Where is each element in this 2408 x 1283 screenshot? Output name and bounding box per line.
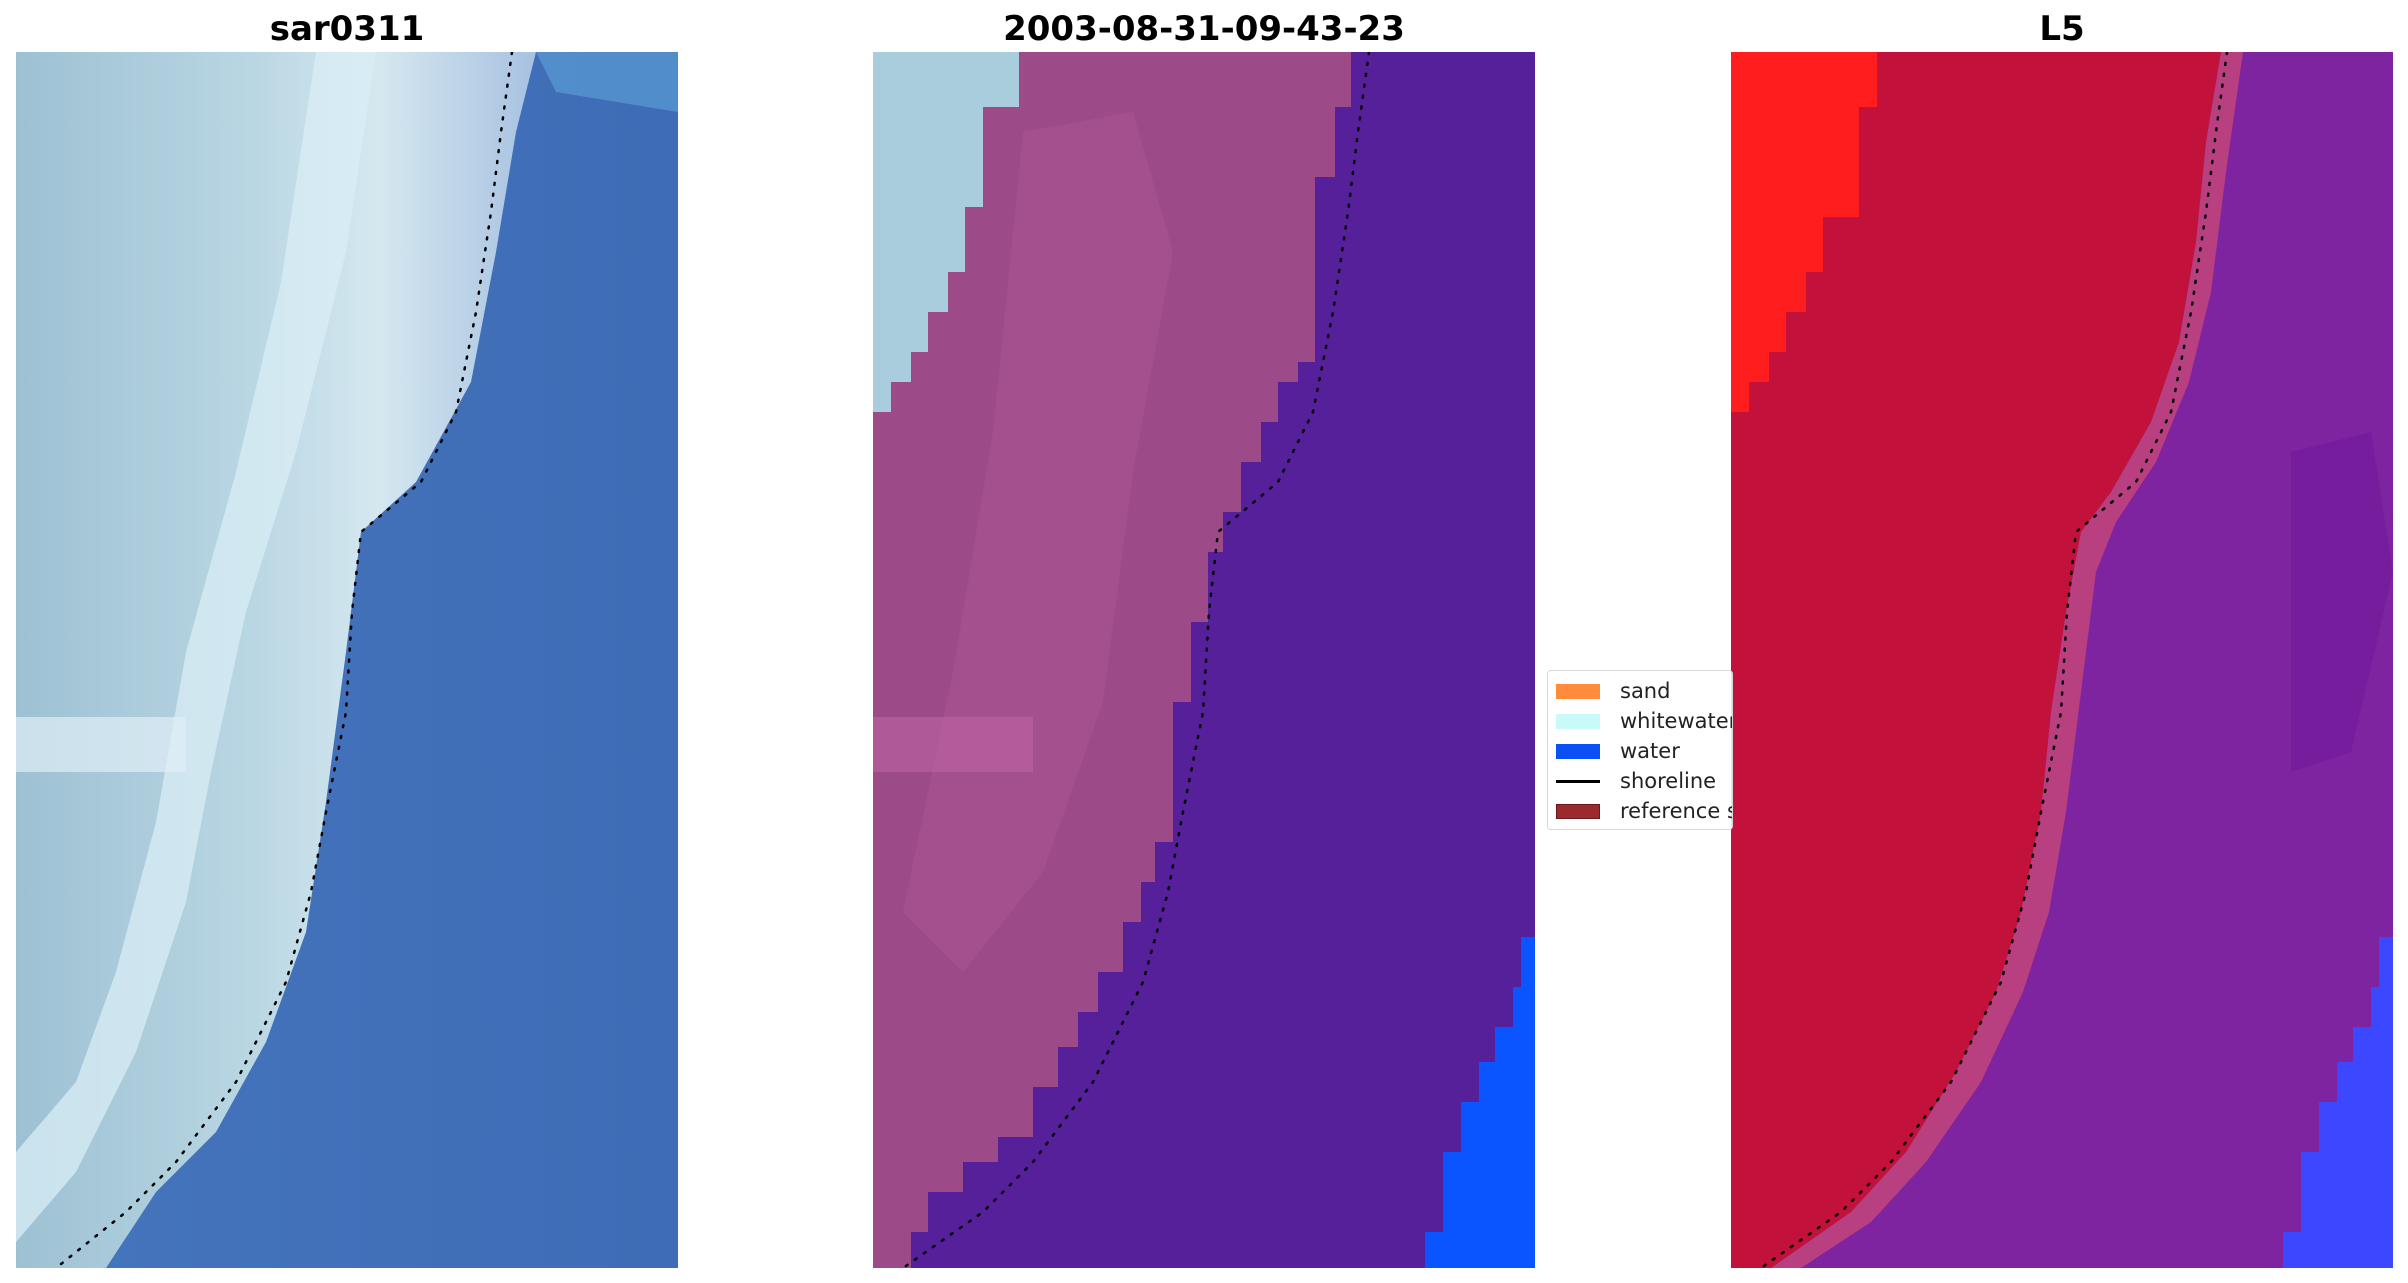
classified-image-panel (873, 52, 1535, 1268)
legend-label-sand: sand (1620, 679, 1671, 703)
panel-title-classified: 2003-08-31-09-43-23 (1003, 9, 1405, 49)
rgb-image-panel (16, 52, 678, 1268)
index-bright-area (1731, 52, 1877, 412)
shoreline-classified (901, 52, 1371, 1268)
rgb-beach-band (16, 52, 376, 1242)
index-transition-band (1771, 52, 2243, 1268)
rgb-image (16, 52, 678, 1268)
legend-swatch-whitewater (1556, 713, 1600, 729)
classified-land-area (873, 52, 1351, 1268)
rgb-road (16, 717, 186, 772)
legend-swatch-sand (1556, 683, 1600, 699)
legend-item-water: water (1556, 736, 1680, 766)
legend-item-reference: reference s (1556, 796, 1733, 826)
legend-label-reference: reference s (1620, 799, 1733, 823)
legend-item-whitewater: whitewater (1556, 706, 1733, 736)
index-image-panel (1731, 52, 2393, 1268)
classified-whitewater-area (873, 52, 1019, 412)
legend-label-shoreline: shoreline (1620, 769, 1717, 793)
shoreline-index (1759, 52, 2229, 1268)
index-dark-patches (2291, 432, 2393, 772)
classified-image (873, 52, 1535, 1268)
legend-label-water: water (1620, 739, 1680, 763)
classified-bright-water-area (1425, 937, 1535, 1268)
classified-road (873, 717, 1033, 772)
legend-item-sand: sand (1556, 676, 1670, 706)
legend: sand whitewater water shoreline referenc… (1547, 670, 1733, 830)
legend-line-shoreline (1556, 779, 1600, 783)
shoreline-rgb (54, 52, 514, 1268)
panel-title-index: L5 (2039, 9, 2085, 49)
index-blue-area (2283, 937, 2393, 1268)
legend-swatch-reference (1556, 803, 1600, 819)
index-image (1731, 52, 2393, 1268)
index-land-area (1731, 52, 2221, 1268)
rgb-offshore-bright (536, 52, 678, 112)
legend-item-shoreline: shoreline (1556, 766, 1716, 796)
legend-label-whitewater: whitewater (1620, 709, 1733, 733)
legend-swatch-water (1556, 743, 1600, 759)
panel-title-rgb: sar0311 (269, 9, 425, 49)
